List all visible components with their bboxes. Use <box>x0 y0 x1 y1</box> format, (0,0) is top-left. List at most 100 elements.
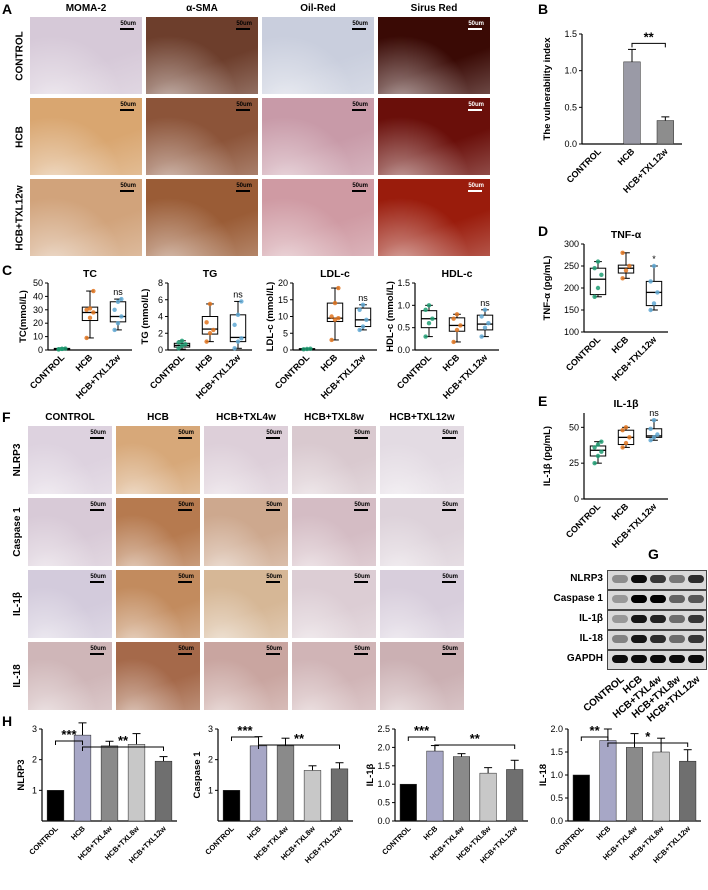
data-point <box>595 453 601 459</box>
blot-band-gapdh-hcb-txl8w <box>669 655 685 663</box>
bar-hcb-txl12w <box>330 768 349 822</box>
y-tick-label: 6 <box>158 295 163 305</box>
y-tick-label: 10 <box>278 312 288 322</box>
micrograph-caspase-1-hcb-txl12w: 50um <box>380 498 464 566</box>
blot-strip-il-1 <box>607 610 707 630</box>
y-tick-label: 0.0 <box>550 816 563 826</box>
data-point <box>423 334 428 339</box>
bar-hcb-txl8w <box>127 744 146 822</box>
scale-bar: 50um <box>352 102 368 111</box>
data-point <box>486 321 491 326</box>
data-point <box>651 301 657 306</box>
data-point <box>482 325 488 330</box>
y-tick-label: 0 <box>158 345 163 355</box>
blot-band-caspase-1-hcb-txl12w <box>688 595 704 603</box>
bar-hcb-txl4w <box>276 745 295 822</box>
box-hcb-txl12w <box>645 280 663 307</box>
data-point <box>592 266 597 271</box>
data-point <box>595 259 601 264</box>
micrograph-hcb-sirus-red: 50um <box>378 98 490 175</box>
bar-hcb-txl4w <box>453 756 470 822</box>
micrograph-control-sma: 50um <box>146 17 258 94</box>
y-axis-label: TG (mmol/L) <box>140 289 151 345</box>
data-point <box>430 316 435 321</box>
data-point <box>304 346 310 352</box>
blot-strip-il-18 <box>607 630 707 650</box>
row-label-hcb: HCB <box>14 125 25 148</box>
y-axis-label: LDL-c (mmol/L) <box>265 282 276 352</box>
blot-label-gapdh: GAPDH <box>566 653 603 664</box>
x-tick-label: CONTROL <box>380 824 413 857</box>
data-point <box>112 307 117 312</box>
data-point <box>423 307 428 312</box>
blot-band-caspase-1-control <box>612 595 628 603</box>
scale-bar: 50um <box>354 574 370 583</box>
scale-bar: 50um <box>442 502 458 511</box>
bar-hcb-txl4w <box>626 747 643 822</box>
micrograph-control-moma-2: 50um <box>30 17 142 94</box>
box-hcb-txl12w <box>354 307 372 328</box>
y-axis-label: HDL-c (mmol/L) <box>385 281 396 352</box>
blot-strip-caspase-1 <box>607 590 707 610</box>
x-tick-label: CONTROL <box>273 352 312 391</box>
scale-bar: 50um <box>354 502 370 511</box>
x-tick-label: CONTROL <box>395 352 434 391</box>
data-point <box>207 301 213 307</box>
chart-b-vulnerability-index: 0.0 0.5 1.0 1.5 The vulnerability index CONTR… <box>542 29 682 195</box>
data-point <box>84 307 89 312</box>
data-point <box>183 341 188 347</box>
data-point <box>329 314 334 319</box>
data-point <box>648 279 653 284</box>
bar-control <box>399 783 417 822</box>
scale-bar: 50um <box>352 183 368 192</box>
blot-band-il-1-hcb-txl4w <box>650 615 666 623</box>
scale-bar: 50um <box>178 574 194 583</box>
scale-bar: 50um <box>178 430 194 439</box>
micrograph-il-1-control: 50um <box>28 570 112 638</box>
micrograph-hcb-moma-2: 50um <box>30 98 142 175</box>
y-tick-label: 1.5 <box>564 29 577 39</box>
y-tick-label: 1.5 <box>550 747 563 757</box>
data-point <box>176 346 181 351</box>
y-tick-label: 1.0 <box>397 300 410 310</box>
row-label-hcb-txl12w: HCB+TXL12w <box>14 184 25 251</box>
y-tick-label: 50 <box>569 422 579 432</box>
significance-bracket <box>258 744 340 749</box>
blot-band-nlrp3-hcb-txl12w <box>688 575 704 583</box>
y-axis-label: The vulnerability index <box>542 37 553 141</box>
x-tick-label: CONTROL <box>564 501 603 540</box>
significance-label: ** <box>470 731 481 746</box>
y-tick-label: 1.5 <box>397 278 410 288</box>
chart-title: LDL-c <box>320 268 350 280</box>
data-point <box>63 346 68 351</box>
column-header-moma-2: MOMA-2 <box>65 3 107 14</box>
significance-label: *** <box>61 727 77 742</box>
column-header-hcb-txl4w: HCB+TXL4w <box>216 412 276 423</box>
y-tick-label: 0 <box>38 345 43 355</box>
significance-bracket <box>231 736 259 741</box>
y-tick-label: 0.0 <box>564 139 577 149</box>
micrograph-hcb-txl12w-oil-red: 50um <box>262 179 374 256</box>
x-tick-label: HCB <box>194 352 215 373</box>
scale-bar: 50um <box>90 574 106 583</box>
significance-label: *** <box>414 723 430 738</box>
blot-band-il-18-hcb <box>631 635 647 643</box>
scale-bar: 50um <box>120 21 136 30</box>
scale-bar: 50um <box>468 183 484 192</box>
data-point <box>620 250 625 255</box>
significance-bracket <box>631 42 666 48</box>
bar-hcb-txl12w <box>656 120 674 145</box>
scale-bar: 50um <box>178 646 194 655</box>
panel-a-micrographs: MOMA-2 α-SMA Oil-Red Sirus Red CONTROL 50um 50… <box>0 0 535 260</box>
y-tick-label: 0.5 <box>550 793 563 803</box>
column-header-hcb: HCB <box>147 412 169 423</box>
x-tick-label: HCB <box>319 352 340 373</box>
blot-band-caspase-1-hcb-txl8w <box>669 595 685 603</box>
y-tick-label: 4 <box>158 312 163 322</box>
data-point <box>119 296 124 302</box>
y-tick-label: 20 <box>33 318 43 328</box>
x-tick-label: CONTROL <box>28 352 67 391</box>
